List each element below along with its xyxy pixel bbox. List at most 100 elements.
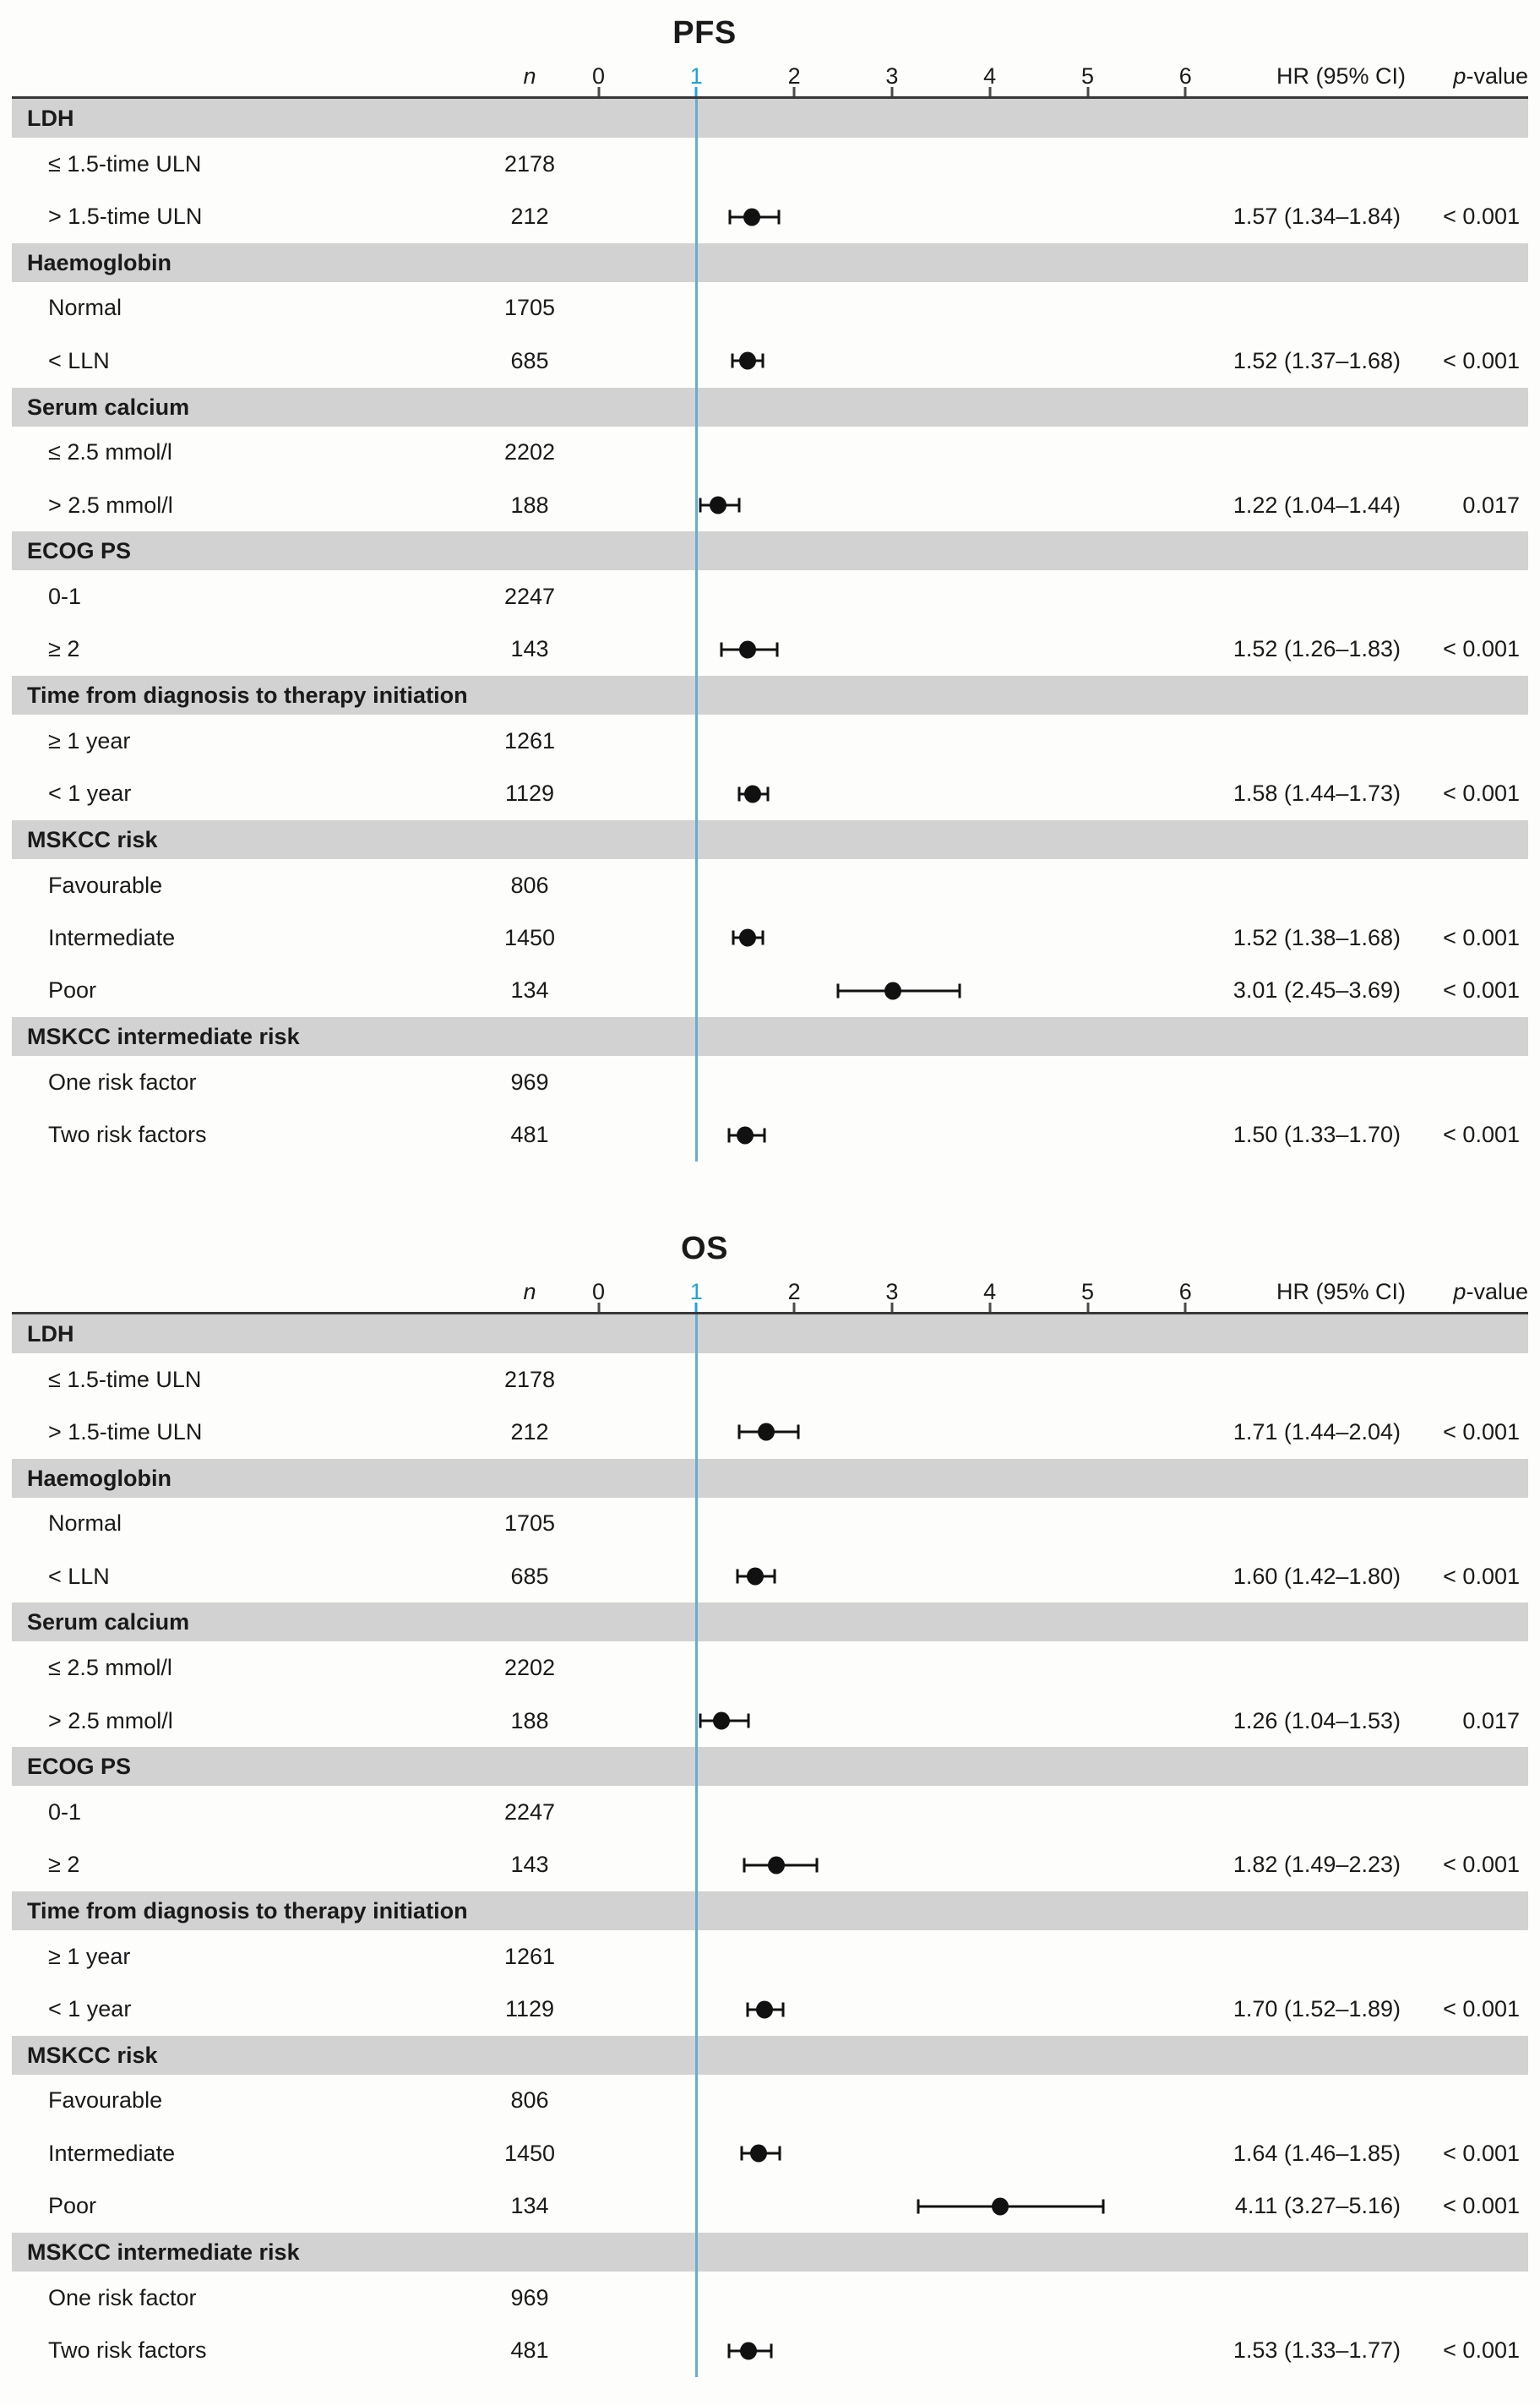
hr-value: 1.52 (1.37–1.68) (1233, 347, 1401, 373)
plot-cell (586, 138, 1220, 190)
axis-tick-mark (792, 1302, 796, 1313)
ci-cap-left (736, 1569, 739, 1584)
axis-tick-label: 4 (983, 63, 997, 89)
data-row: Poor 134 4.11 (3.27–5.16) < 0.001 (12, 2180, 1528, 2233)
p-value (1406, 427, 1528, 479)
hr-value (1220, 1498, 1406, 1550)
p-value (1406, 1930, 1528, 1983)
category-band: MSKCC risk (12, 2035, 1528, 2075)
plot-cell (586, 282, 1220, 335)
row-label: > 1.5-time ULN (48, 1418, 203, 1445)
n-value: 685 (510, 1563, 549, 1589)
ci-line (918, 2205, 1104, 2208)
n-value: 2202 (503, 439, 556, 465)
axis-tick-mark (1086, 1302, 1089, 1313)
n-value: 806 (510, 2087, 549, 2114)
hr-value: 1.50 (1.33–1.70) (1233, 1122, 1401, 1148)
point-estimate (756, 2000, 774, 2019)
p-value: < 0.001 (1443, 2193, 1520, 2219)
plot-cell (586, 1056, 1220, 1108)
data-row: Favourable 806 (12, 859, 1528, 911)
ci-cap-right (778, 2146, 781, 2161)
ci-cap-right (766, 786, 770, 802)
category-label: MSKCC risk (27, 826, 158, 852)
point-estimate (738, 640, 756, 659)
plot-cell (586, 1550, 1220, 1602)
ci-cap-left (746, 2002, 749, 2017)
data-row: < LLN 685 1.60 (1.42–1.80) < 0.001 (12, 1550, 1528, 1602)
category-band: ECOG PS (12, 1747, 1528, 1787)
n-value: 1705 (503, 295, 556, 321)
ci-cap-right (761, 353, 765, 368)
hr-value: 4.11 (3.27–5.16) (1234, 2193, 1401, 2219)
point-estimate (744, 785, 762, 803)
axis-tick-label: 0 (591, 63, 606, 89)
hr-value: 1.64 (1.46–1.85) (1233, 2140, 1401, 2166)
axis-tick-label: 2 (787, 1278, 801, 1304)
hr-value (1220, 2075, 1406, 2127)
row-label: Intermediate (48, 2140, 176, 2166)
point-estimate (757, 1423, 775, 1441)
data-row: ≥ 2 143 1.82 (1.49–2.23) < 0.001 (12, 1839, 1528, 1891)
n-value: 2247 (503, 584, 556, 610)
column-header-n: n (523, 1278, 536, 1304)
hr-value (1220, 1056, 1406, 1108)
row-label: Poor (48, 977, 97, 1004)
plot-cell (586, 715, 1220, 767)
ci-cap-right (797, 1424, 800, 1439)
ci-cap-left (727, 2343, 730, 2359)
n-value: 481 (510, 1122, 549, 1148)
ci-cap-left (731, 353, 734, 368)
n-value: 212 (510, 1418, 549, 1445)
axis-tick-label: 5 (1080, 1278, 1095, 1304)
forest-plot-pfs: PFS n 0 1 2 3 4 5 6 HR (95% CI) p-value LDH ≤ 1… (0, 14, 1540, 1162)
n-value: 969 (510, 2284, 549, 2310)
p-value (1406, 282, 1528, 335)
category-label: Time from diagnosis to therapy initiatio… (27, 683, 468, 709)
category-label: Haemoglobin (27, 249, 172, 275)
axis-tick-mark (597, 87, 600, 97)
data-row: < 1 year 1129 1.58 (1.44–1.73) < 0.001 (12, 768, 1528, 820)
ci-cap-right (763, 1128, 766, 1143)
plot-cell (586, 1983, 1220, 2035)
hr-value (1220, 570, 1406, 623)
data-row: < 1 year 1129 1.70 (1.52–1.89) < 0.001 (12, 1983, 1528, 2035)
n-value: 212 (510, 204, 549, 230)
p-value (1406, 1498, 1528, 1550)
n-value: 188 (510, 492, 549, 518)
row-label: ≤ 2.5 mmol/l (48, 439, 172, 465)
category-label: Time from diagnosis to therapy initiatio… (27, 1897, 468, 1923)
row-label: ≥ 1 year (48, 1943, 131, 1969)
n-value: 1705 (503, 1510, 556, 1537)
axis-tick-mark (1184, 87, 1187, 97)
n-value: 685 (510, 347, 549, 373)
ci-cap-left (728, 209, 732, 225)
data-row: ≤ 2.5 mmol/l 2202 (12, 427, 1528, 479)
hr-value: 1.70 (1.52–1.89) (1233, 1996, 1401, 2022)
n-value: 806 (510, 872, 549, 898)
point-estimate (992, 2197, 1009, 2216)
hr-value (1220, 1641, 1406, 1694)
column-header-hr: HR (95% CI) (1276, 1278, 1406, 1304)
axis-tick-mark (694, 1302, 698, 1313)
ci-cap-right (958, 983, 961, 998)
row-label: Normal (48, 295, 122, 321)
row-label: < LLN (48, 1563, 110, 1589)
hr-value: 1.52 (1.38–1.68) (1233, 924, 1401, 950)
n-value: 1450 (503, 2140, 556, 2166)
data-row: > 2.5 mmol/l 188 1.26 (1.04–1.53) 0.017 (12, 1695, 1528, 1747)
n-value: 143 (510, 1852, 549, 1878)
row-label: 0-1 (48, 1798, 82, 1825)
forest-plot-os: OS n 0 1 2 3 4 5 6 HR (95% CI) p-value LDH ≤ 1.… (0, 1229, 1540, 2377)
axis-tick-label: 5 (1080, 63, 1095, 89)
data-row: Normal 1705 (12, 282, 1528, 335)
point-estimate (884, 982, 902, 1000)
ci-cap-left (727, 1128, 730, 1143)
column-header-hr: HR (95% CI) (1276, 63, 1406, 89)
data-row: > 1.5-time ULN 212 1.57 (1.34–1.84) < 0.001 (12, 190, 1528, 242)
p-value: < 0.001 (1443, 636, 1520, 662)
row-label: > 2.5 mmol/l (48, 492, 173, 518)
row-label: ≤ 1.5-time ULN (48, 1366, 202, 1392)
data-row: ≥ 1 year 1261 (12, 715, 1528, 767)
n-value: 1129 (504, 781, 555, 807)
